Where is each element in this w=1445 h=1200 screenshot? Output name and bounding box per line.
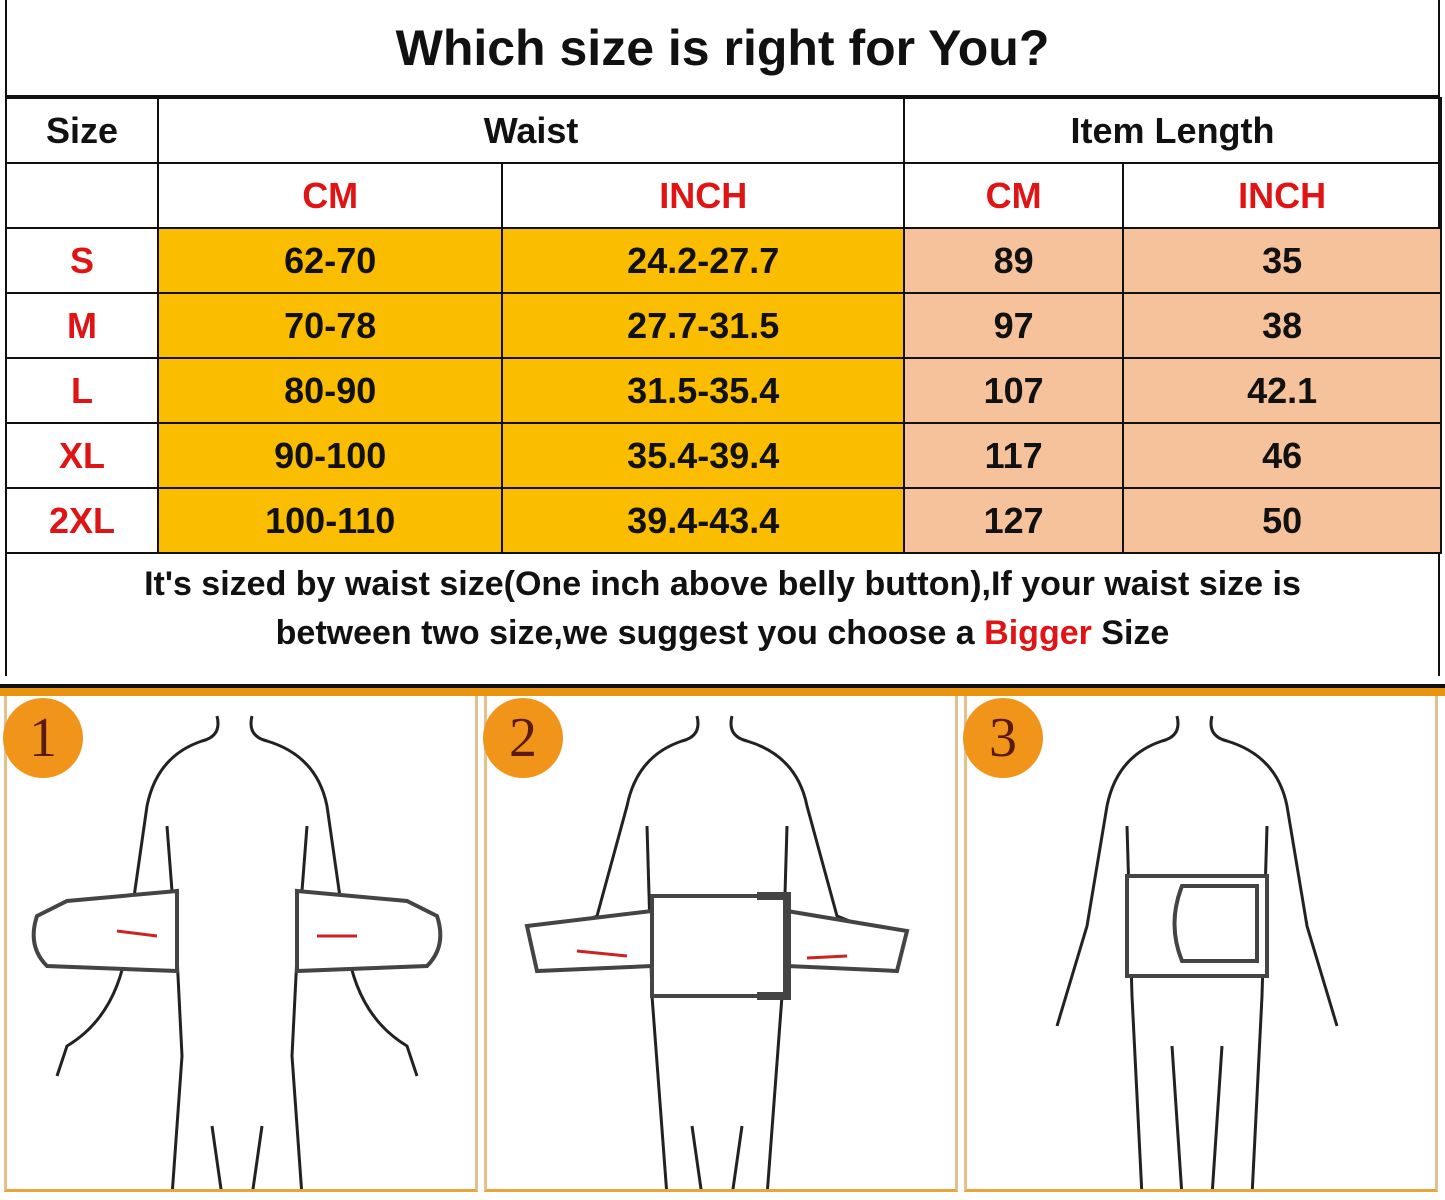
length-cm: 117 — [903, 422, 1125, 489]
length-inch: 35 — [1122, 227, 1442, 294]
unit-waist-cm: CM — [156, 162, 504, 229]
length-inch: 50 — [1122, 487, 1442, 554]
waist-inch: 31.5-35.4 — [501, 357, 906, 424]
size-row: L 80-90 31.5-35.4 107 42.1 — [5, 357, 1442, 424]
note-highlight: Bigger — [984, 614, 1092, 652]
note-line-1: It's sized by waist size(One inch above … — [144, 565, 1301, 603]
waist-cm: 100-110 — [156, 487, 504, 554]
wrap-belt-step-illustration — [31, 715, 443, 1189]
length-inch: 38 — [1122, 292, 1442, 359]
length-inch: 42.1 — [1122, 357, 1442, 424]
note-text: between two size,we suggest you choose a — [275, 614, 985, 652]
step-number-badge: 3 — [963, 698, 1043, 778]
step-number-badge: 2 — [483, 698, 563, 778]
step-number-badge: 1 — [3, 698, 83, 778]
waist-inch: 24.2-27.7 — [501, 227, 906, 294]
size-label: 2XL — [5, 487, 159, 554]
chart-title: Which size is right for You? — [7, 0, 1438, 98]
header-item-length: Item Length — [903, 97, 1442, 164]
size-row: 2XL 100-110 39.4-43.4 127 50 — [5, 487, 1442, 554]
step-panel-3: 3 — [963, 696, 1438, 1192]
unit-waist-inch: INCH — [501, 162, 906, 229]
length-cm: 127 — [903, 487, 1125, 554]
unit-length-inch: INCH — [1122, 162, 1442, 229]
size-label: L — [5, 357, 159, 424]
size-table: Size Waist Item Length CM INCH CM INCH S… — [5, 97, 1442, 554]
header-blank — [5, 162, 159, 229]
length-inch: 46 — [1122, 422, 1442, 489]
waist-inch: 39.4-43.4 — [501, 487, 906, 554]
header-size: Size — [5, 97, 159, 164]
divider — [0, 684, 1445, 688]
waist-cm: 80-90 — [156, 357, 504, 424]
step-panel-2: 2 — [483, 696, 958, 1192]
step-panel-1: 1 — [3, 696, 478, 1192]
header-waist: Waist — [156, 97, 906, 164]
size-row: XL 90-100 35.4-39.4 117 46 — [5, 422, 1442, 489]
length-cm: 107 — [903, 357, 1125, 424]
fasten-belt-step-illustration — [524, 715, 910, 1189]
waist-inch: 35.4-39.4 — [501, 422, 906, 489]
waist-cm: 62-70 — [156, 227, 504, 294]
note-line-2: between two size,we suggest you choose a… — [7, 609, 1438, 658]
size-row: S 62-70 24.2-27.7 89 35 — [5, 227, 1442, 294]
length-cm: 89 — [903, 227, 1125, 294]
waist-cm: 70-78 — [156, 292, 504, 359]
belt-worn-illustration — [1055, 715, 1339, 1189]
size-label: XL — [5, 422, 159, 489]
length-cm: 97 — [903, 292, 1125, 359]
size-row: M 70-78 27.7-31.5 97 38 — [5, 292, 1442, 359]
orange-divider — [0, 688, 1445, 696]
sizing-note: It's sized by waist size(One inch above … — [7, 560, 1438, 658]
unit-length-cm: CM — [903, 162, 1125, 229]
size-label: S — [5, 227, 159, 294]
waist-cm: 90-100 — [156, 422, 504, 489]
note-text-end: Size — [1091, 614, 1170, 652]
size-chart: Which size is right for You? Size Waist … — [5, 0, 1442, 676]
size-label: M — [5, 292, 159, 359]
waist-inch: 27.7-31.5 — [501, 292, 906, 359]
